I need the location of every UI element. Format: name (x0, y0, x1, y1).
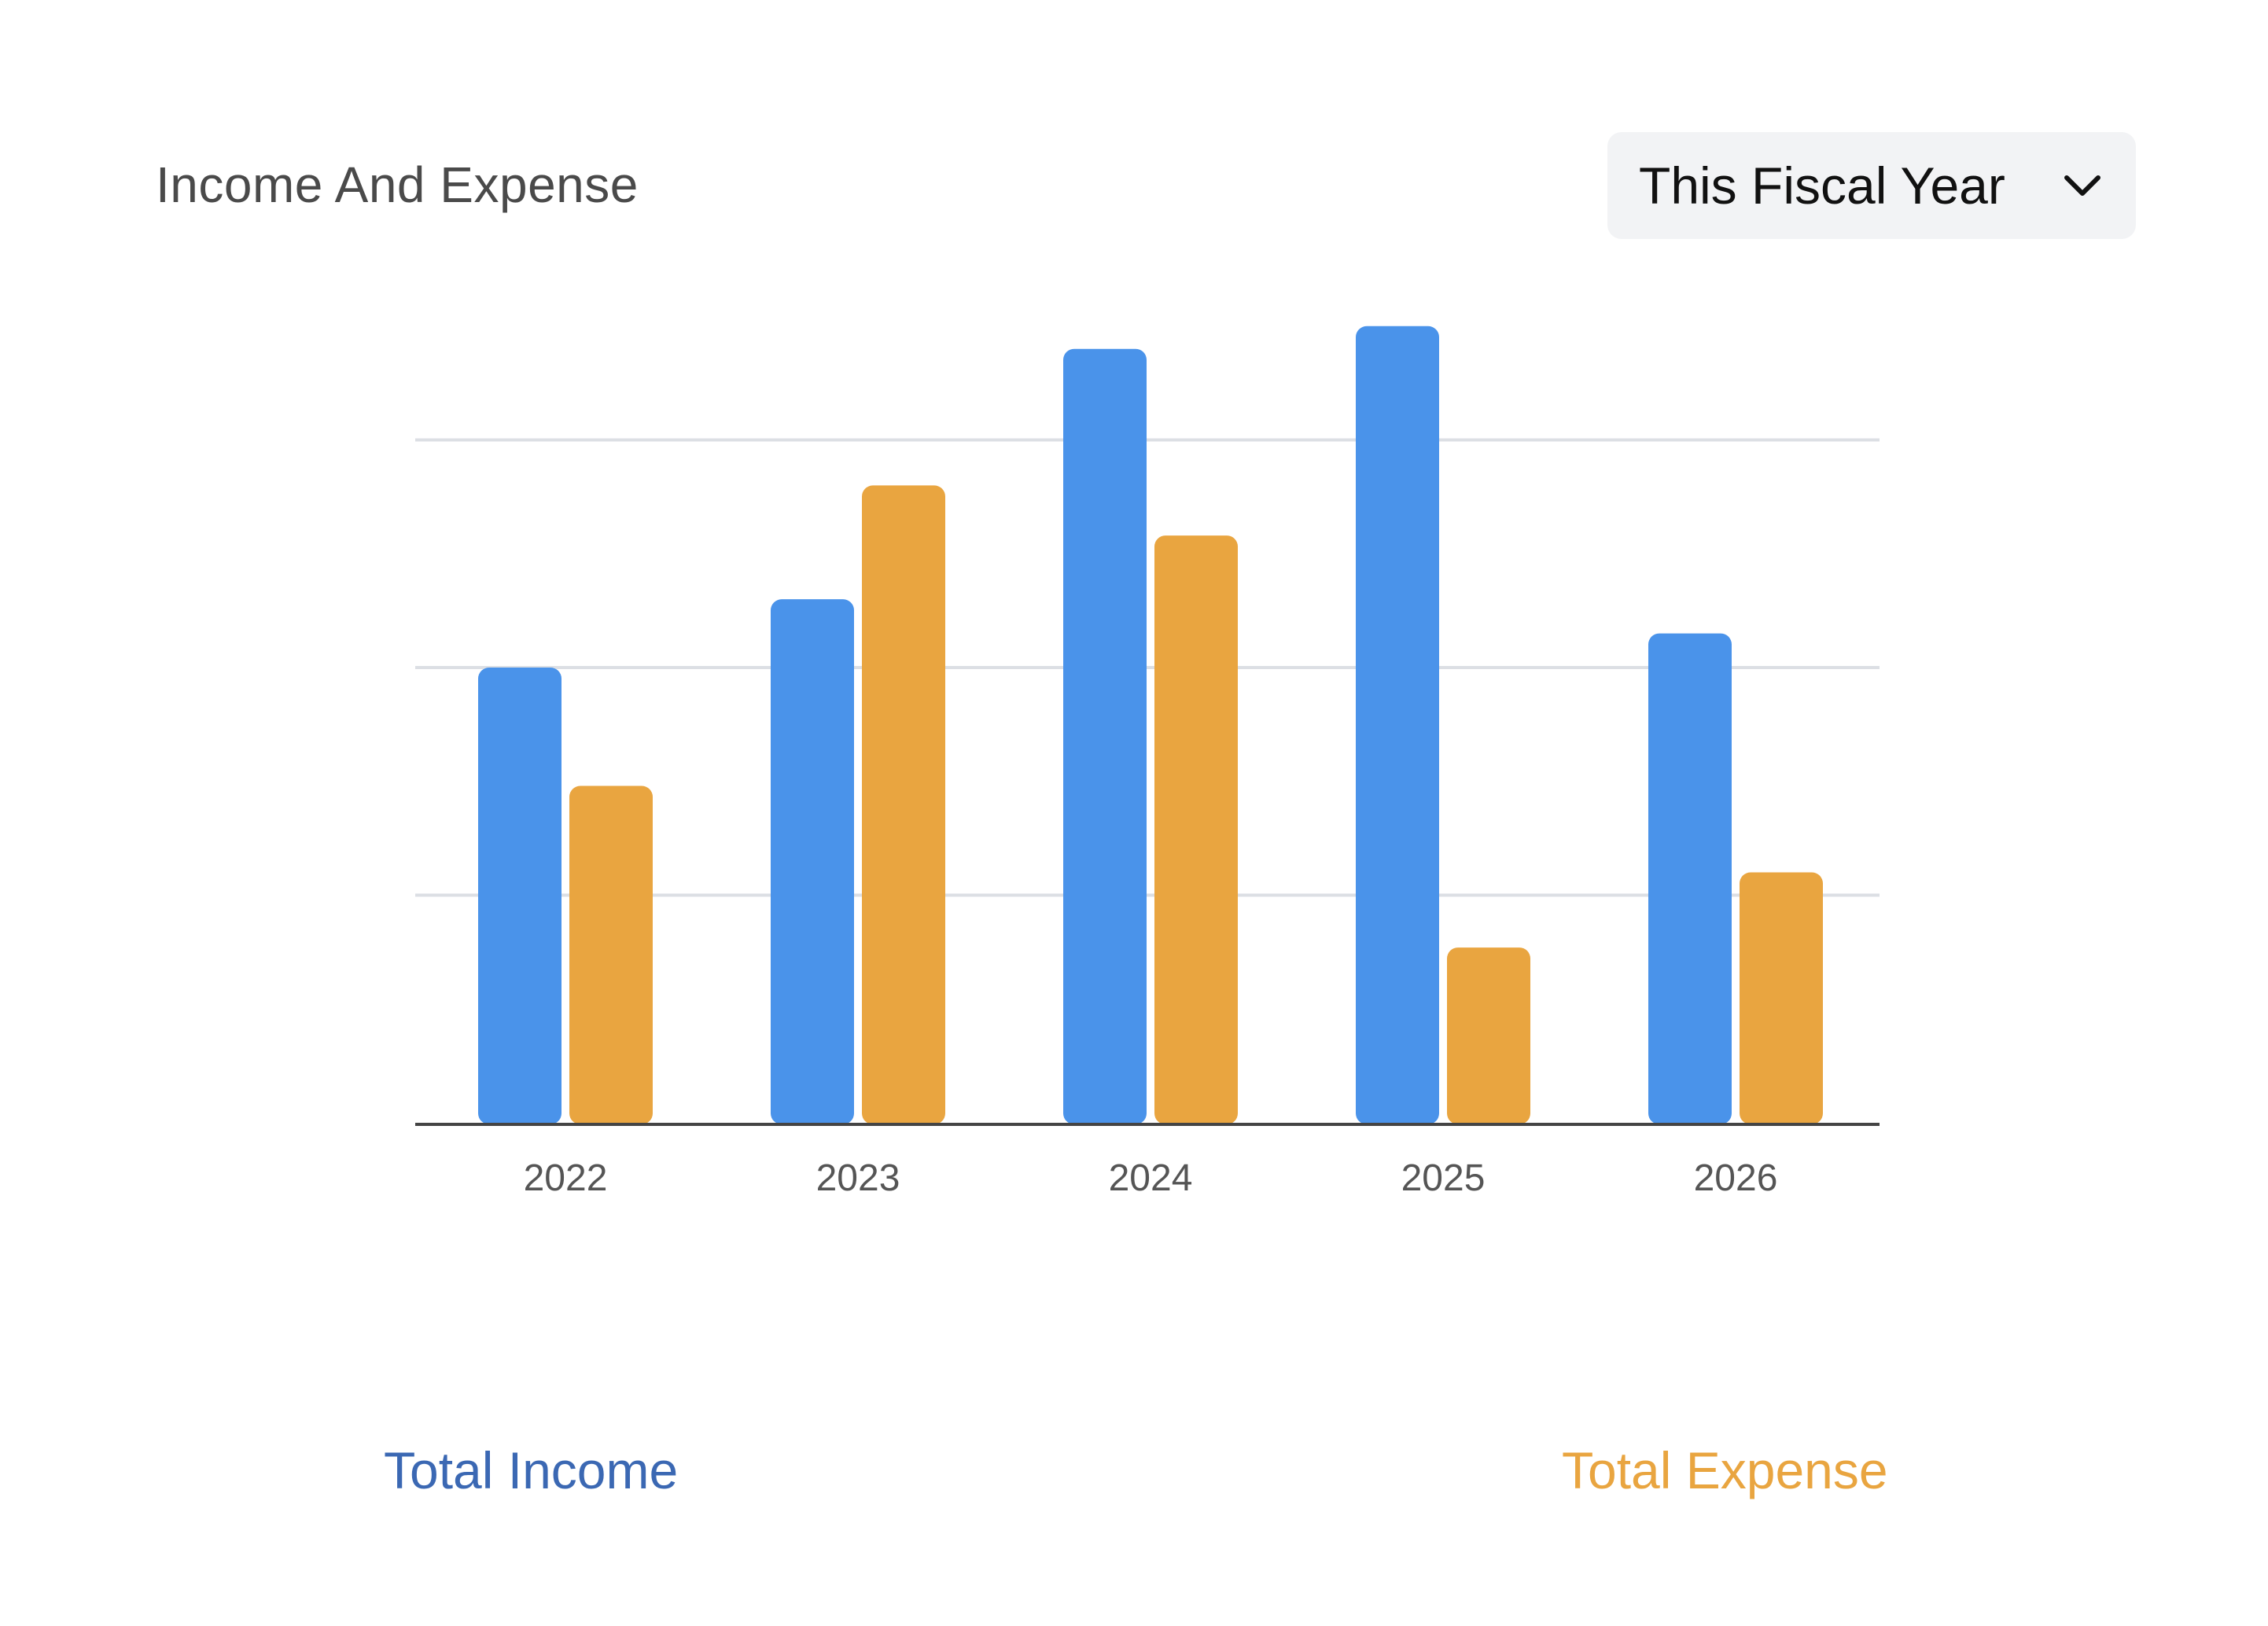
income-bar-2026[interactable] (1648, 633, 1732, 1124)
legend-total-expense: Total Expense (1562, 1441, 1888, 1499)
legend-total-income: Total Income (384, 1441, 679, 1499)
x-tick-label: 2024 (1109, 1157, 1193, 1199)
income-bar-2023[interactable] (771, 599, 854, 1124)
expense-bar-2026[interactable] (1740, 872, 1823, 1124)
x-tick-label: 2026 (1694, 1157, 1778, 1199)
x-tick-label: 2025 (1401, 1157, 1486, 1199)
expense-bar-2023[interactable] (862, 485, 945, 1124)
x-tick-labels: 2022 2023 2024 2025 2026 (524, 1157, 1778, 1199)
period-select-value: This Fiscal Year (1639, 156, 2005, 215)
x-tick-label: 2023 (816, 1157, 900, 1199)
expense-bar-2022[interactable] (569, 785, 653, 1124)
income-bar-2024[interactable] (1063, 348, 1147, 1124)
grid-lines (415, 438, 1880, 897)
period-select[interactable]: This Fiscal Year (1607, 132, 2136, 239)
income-bar-2022[interactable] (478, 668, 561, 1124)
x-tick-label: 2022 (524, 1157, 608, 1199)
income-bar-2025[interactable] (1356, 326, 1439, 1124)
expense-bar-2025[interactable] (1447, 947, 1530, 1124)
chevron-down-icon (2060, 164, 2104, 208)
bars (478, 326, 1823, 1124)
card-title: Income And Expense (156, 156, 639, 213)
expense-bar-2024[interactable] (1154, 535, 1238, 1124)
